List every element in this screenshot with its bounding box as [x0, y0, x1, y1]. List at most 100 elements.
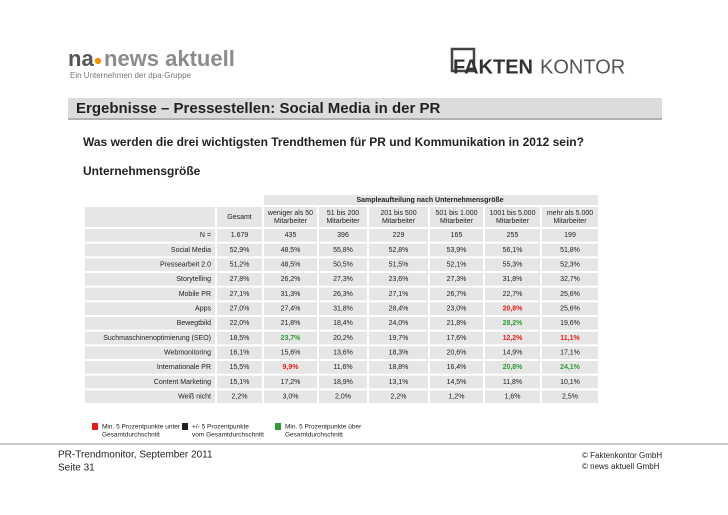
cell-value: 435 — [285, 232, 297, 239]
cell — [430, 258, 483, 272]
cell-value: 16,1% — [230, 350, 250, 357]
cell-value: 26,2% — [281, 276, 301, 283]
cell — [485, 390, 540, 404]
cell — [430, 317, 483, 330]
cell-value: 17,6% — [447, 335, 467, 342]
cell-value: 20,6% — [447, 350, 467, 357]
cell — [369, 229, 428, 242]
cell — [485, 302, 540, 316]
cell — [485, 243, 540, 257]
cell-value: 18,4% — [333, 320, 353, 327]
subtitle: Unternehmensgröße — [83, 164, 201, 178]
cell — [264, 375, 317, 389]
cell — [264, 229, 317, 242]
cell — [542, 317, 598, 330]
cell — [319, 243, 367, 257]
cell-value: 27,1% — [389, 291, 409, 298]
header-cell — [217, 207, 262, 227]
cell-value: 55,3% — [503, 262, 523, 269]
row-label: Content Marketing — [154, 379, 211, 386]
column-header: mehr als 5.000 — [547, 210, 593, 217]
cell — [430, 346, 483, 360]
cell-value: 15,1% — [230, 379, 250, 386]
row-label-cell — [85, 273, 215, 286]
cell — [430, 361, 483, 374]
header-cell — [264, 195, 598, 205]
cell-value: 1,6% — [505, 394, 521, 401]
cell — [430, 243, 483, 257]
cell-value: 22,7% — [503, 291, 523, 298]
question: Was werden die drei wichtigsten Trendthe… — [83, 135, 584, 149]
row-label: Internationale PR — [157, 364, 211, 371]
cell — [542, 346, 598, 360]
row-label-cell — [85, 229, 215, 242]
logo-name: news aktuell — [104, 46, 235, 71]
title: Ergebnisse – Pressestellen: Social Media… — [76, 100, 440, 117]
cell — [369, 287, 428, 301]
header-cell — [485, 207, 540, 227]
cell-value: 2,2% — [391, 394, 407, 401]
column-header: 501 bis 1.000 — [435, 210, 477, 217]
cell — [264, 361, 317, 374]
cell-value: 20,8% — [503, 306, 524, 313]
cell-value: 11,8% — [503, 379, 522, 386]
cell-value: 11,1% — [560, 335, 580, 342]
cell — [319, 317, 367, 330]
cell — [485, 375, 540, 389]
cell — [542, 243, 598, 257]
cell — [319, 229, 367, 242]
cell — [485, 287, 540, 301]
cell-value: 25,6% — [560, 291, 580, 298]
cell-value: 52,9% — [230, 247, 250, 254]
cell-value: 27,1% — [230, 291, 250, 298]
cell — [542, 229, 598, 242]
cell-value: 13,6% — [333, 350, 353, 357]
cell-value: 51,5% — [389, 262, 409, 269]
cell — [264, 243, 317, 257]
row-label-cell — [85, 331, 215, 345]
cell — [369, 302, 428, 316]
cell — [369, 243, 428, 257]
column-header: Mitarbeiter — [553, 218, 587, 225]
cell — [264, 273, 317, 286]
cell — [542, 302, 598, 316]
cell — [542, 390, 598, 404]
row-label: Apps — [195, 306, 211, 313]
cell-value: 28,2% — [503, 320, 524, 327]
cell-value: 48,5% — [281, 247, 301, 254]
footer-right: © news aktuell GmbH — [582, 462, 660, 471]
header-cell — [319, 207, 367, 227]
cell-value: 28,4% — [389, 306, 409, 313]
cell-value: 19,6% — [560, 320, 580, 327]
cell — [217, 273, 262, 286]
cell-value: 22,0% — [230, 320, 250, 327]
cell — [430, 287, 483, 301]
cell — [319, 273, 367, 286]
logo-tagline: Ein Unternehmen der dpa-Gruppe — [70, 71, 192, 80]
column-header: 1001 bis 5.000 — [490, 210, 536, 217]
row-label: Suchmaschinenoptimierung (SEO) — [103, 335, 211, 342]
cell-value: 26,7% — [447, 291, 467, 298]
cell-value: 255 — [507, 232, 519, 239]
cell — [217, 375, 262, 389]
legend-text: Min. 5 Prozentpunkte über — [285, 424, 362, 431]
cell — [264, 302, 317, 316]
row-label: Storytelling — [176, 276, 211, 283]
cell-value: 50,5% — [333, 262, 353, 269]
cell-value: 1,2% — [449, 394, 465, 401]
header-cell — [542, 207, 598, 227]
cell-value: 1.679 — [231, 232, 249, 239]
cell-value: 3,0% — [283, 394, 299, 401]
cell-value: 56,1% — [503, 247, 523, 254]
cell-value: 24,1% — [560, 364, 581, 371]
cell — [485, 331, 540, 345]
cell — [430, 302, 483, 316]
legend-text: +/- 5 Prozentpunkte — [192, 424, 249, 431]
cell-value: 48,5% — [281, 262, 301, 269]
cell-value: 18,8% — [389, 364, 409, 371]
cell — [319, 346, 367, 360]
footer-right: © Faktenkontor GmbH — [582, 451, 662, 460]
cell — [430, 390, 483, 404]
row-label-cell — [85, 390, 215, 404]
column-header: Mitarbeiter — [440, 218, 474, 225]
